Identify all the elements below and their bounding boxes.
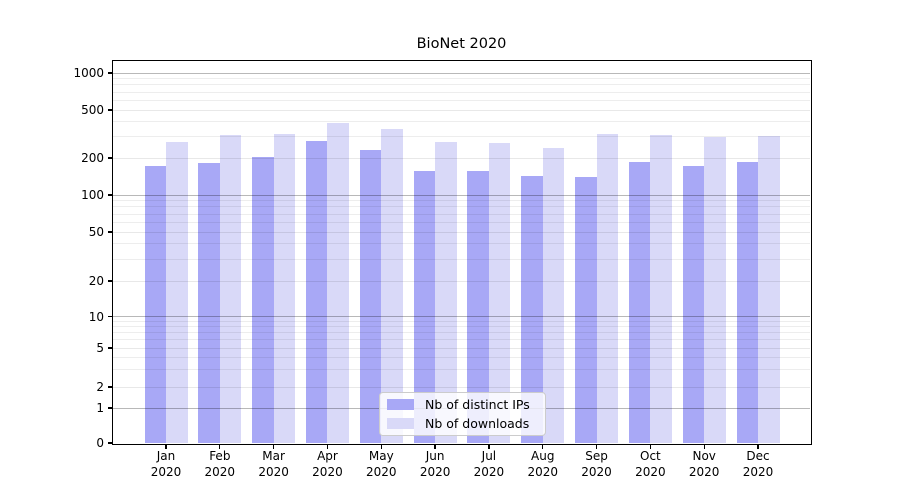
x-tick-mark-may [380, 444, 382, 449]
x-tick-label-jul: Jul 2020 [473, 449, 505, 479]
x-tick-mark-aug [542, 444, 544, 449]
legend-swatch-downloads [387, 418, 414, 429]
y-tick-label-20: 20 [88, 274, 104, 288]
legend-label-downloads: Nb of downloads [425, 415, 530, 431]
x-tick-mark-oct [649, 444, 652, 449]
x-tick-label-oct: Oct 2020 [635, 449, 666, 479]
y-tick-label-5: 5 [96, 341, 104, 355]
x-tick-mark-jun [434, 444, 436, 449]
chart-title: BioNet 2020 [416, 36, 507, 52]
x-tick-mark-jul [488, 444, 490, 449]
x-tick-label-jun: Jun 2020 [419, 449, 451, 479]
x-tick-label-may: May 2020 [365, 449, 397, 479]
legend-label-distinct-ips: Nb of distinct IPs [425, 396, 530, 412]
y-tick-label-2: 2 [96, 380, 104, 394]
x-tick-mark-apr [326, 444, 329, 449]
x-tick-mark-sep [595, 444, 598, 449]
legend-entry-downloads: Nb of downloads [387, 416, 538, 432]
x-tick-mark-dec [757, 444, 759, 449]
y-tick-label-0: 0 [96, 436, 104, 450]
x-tick-mark-nov [703, 444, 705, 449]
x-tick-mark-mar [272, 444, 275, 449]
x-tick-label-mar: Mar 2020 [258, 449, 289, 479]
legend-swatch-distinct-ips [387, 399, 414, 410]
x-tick-label-apr: Apr 2020 [312, 449, 343, 479]
x-tick-label-aug: Aug 2020 [527, 449, 558, 479]
x-tick-label-nov: Nov 2020 [688, 449, 720, 479]
x-tick-label-sep: Sep 2020 [581, 449, 612, 479]
x-tick-mark-jan [165, 444, 167, 449]
x-tick-label-dec: Dec 2020 [742, 449, 774, 479]
y-tick-label-50: 50 [88, 225, 104, 239]
legend: Nb of distinct IPs Nb of downloads [379, 392, 546, 436]
y-tick-label-10: 10 [88, 309, 104, 324]
x-tick-label-jan: Jan 2020 [150, 449, 182, 479]
y-tick-label-100: 100 [81, 188, 104, 202]
x-tick-mark-feb [219, 444, 221, 449]
legend-entry-distinct-ips: Nb of distinct IPs [387, 397, 538, 413]
x-tick-label-feb: Feb 2020 [204, 449, 236, 479]
y-tick-label-1000: 1000 [73, 66, 104, 80]
y-tick-label-200: 200 [81, 151, 104, 165]
plot-border [111, 59, 812, 445]
y-tick-label-500: 500 [81, 103, 104, 117]
y-tick-label-1: 1 [96, 401, 104, 415]
